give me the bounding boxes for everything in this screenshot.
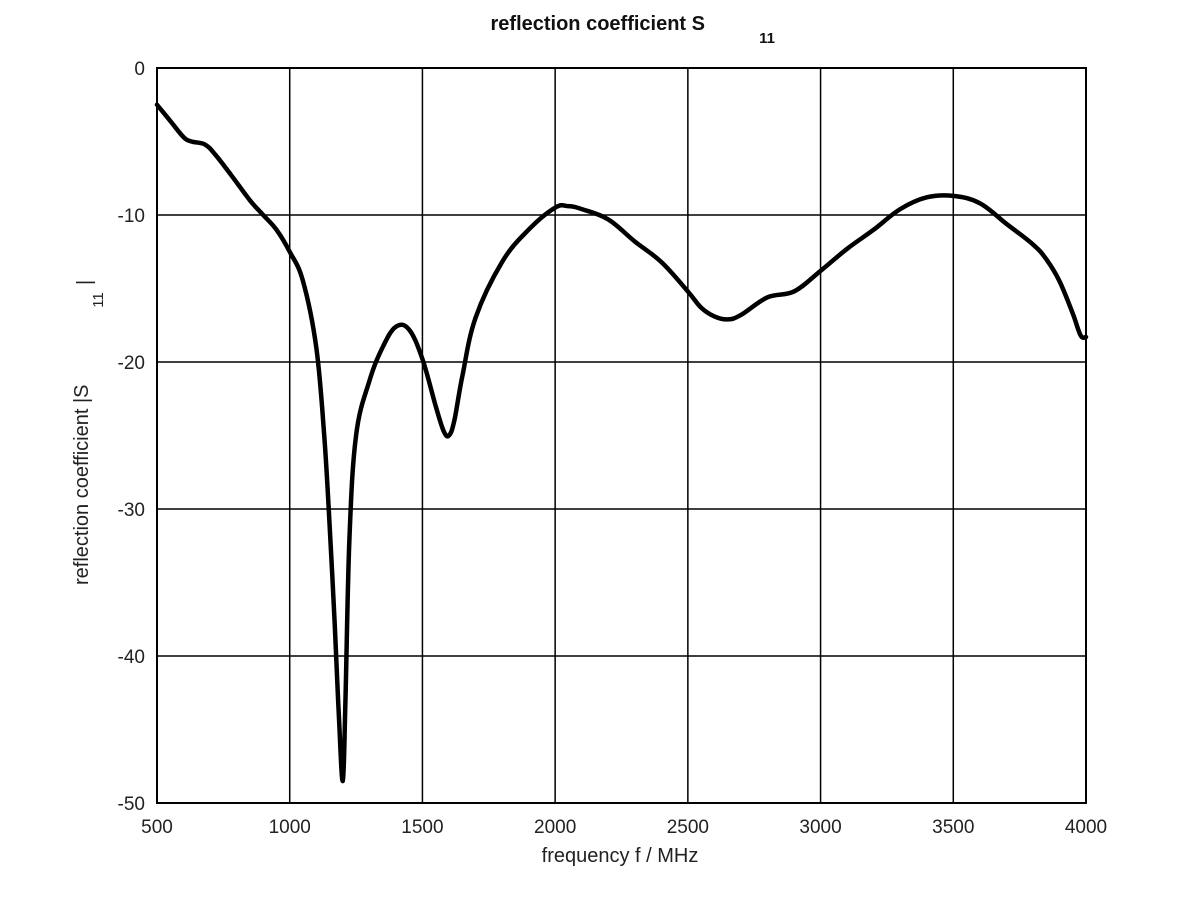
x-tick-label: 3500 [932,817,974,838]
y-axis-label-suffix: | [74,280,96,285]
y-tick-label: -10 [118,206,145,227]
y-axis-label-group: reflection coefficient |S 11 | [71,280,107,585]
y-axis-label-subscript: 11 [90,292,107,308]
x-tick-label: 500 [141,817,173,838]
x-tick-label: 1500 [401,817,443,838]
x-tick-label: 2500 [667,817,709,838]
y-tick-label: -50 [118,794,145,815]
x-tick-label: 3000 [799,817,841,838]
y-tick-label: -30 [118,500,145,521]
s11-series-line [154,102,1089,784]
chart-title: reflection coefficient S [491,13,706,35]
plot-frame [156,67,1087,804]
x-axis-label: frequency f / MHz [542,845,699,867]
y-tick-label: -20 [118,353,145,374]
x-tick-label: 1000 [269,817,311,838]
y-tick-labels: 0 -10 -20 -30 -40 -50 [118,59,145,815]
x-tick-label: 2000 [534,817,576,838]
y-axis-label: reflection coefficient |S [71,385,93,586]
x-tick-label: 4000 [1065,817,1107,838]
chart-title-main: reflection coefficient S [491,13,706,35]
y-tick-label: -40 [118,647,145,668]
x-tick-labels: 500 1000 1500 2000 2500 3000 3500 4000 [141,817,1107,838]
grid-lines [156,67,1087,804]
chart-title-subscript: 11 [759,30,775,47]
y-tick-label: 0 [134,59,145,80]
